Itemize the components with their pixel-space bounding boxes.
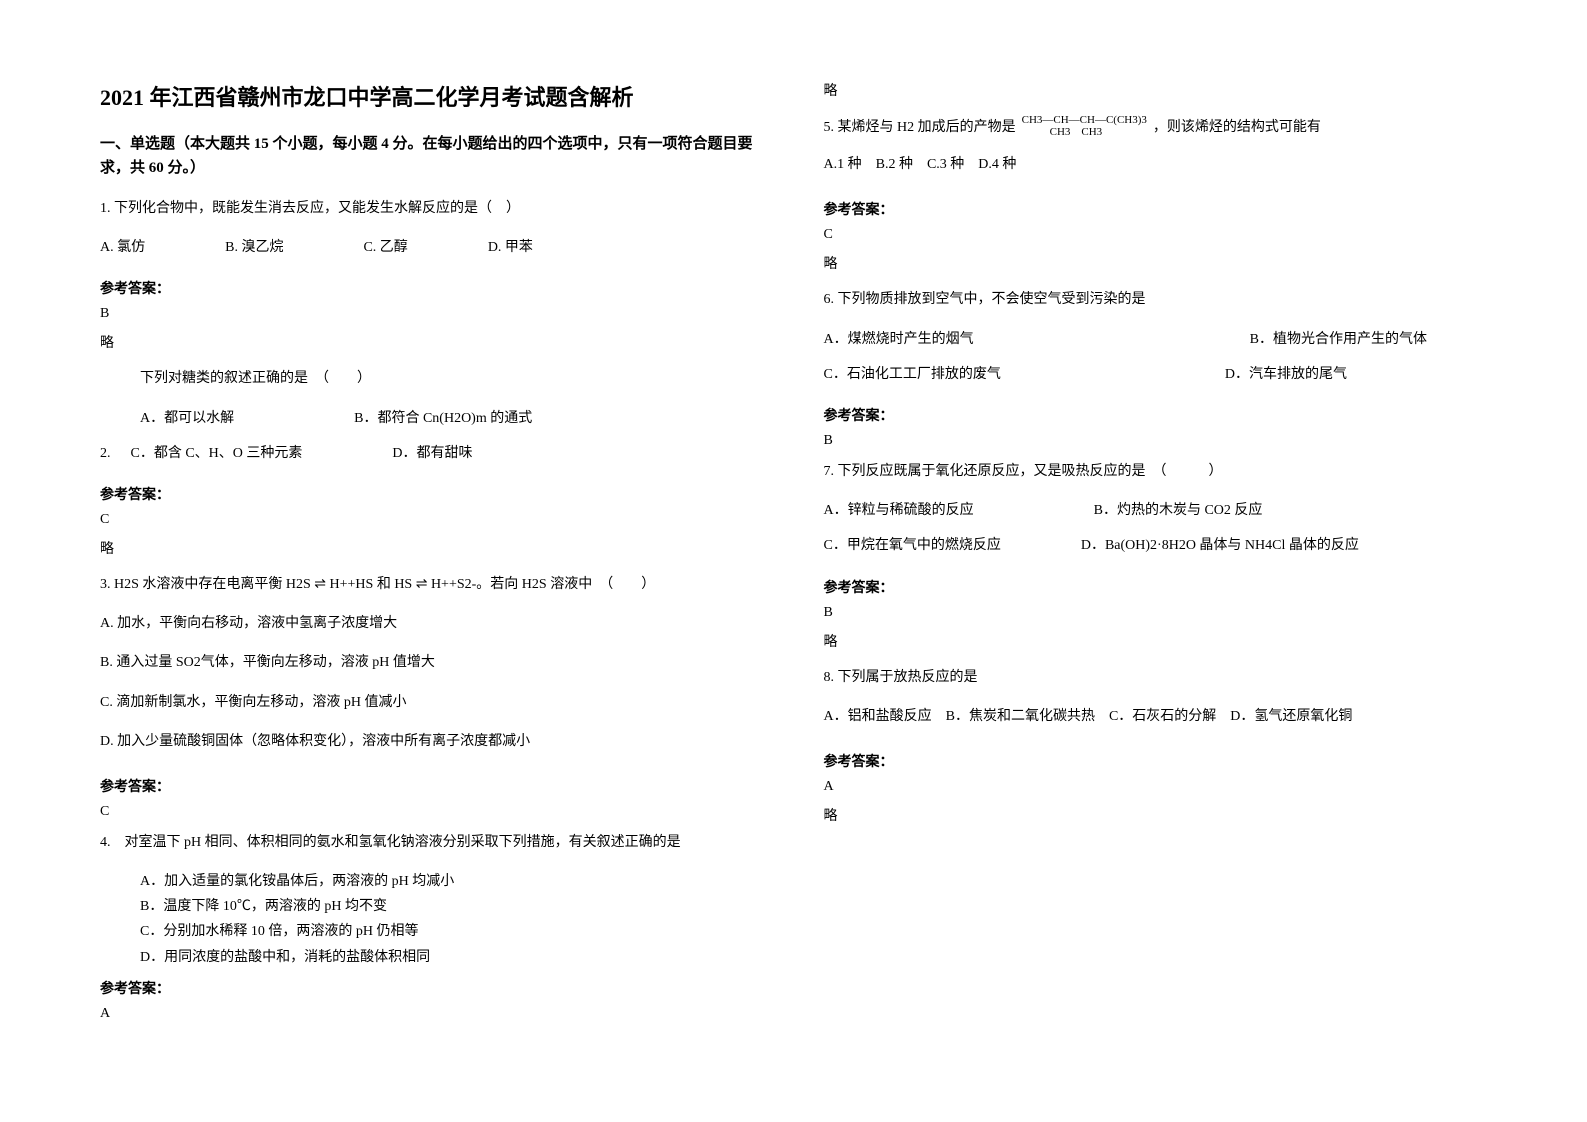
q2-intro: 下列对糖类的叙述正确的是 （ ） xyxy=(140,366,764,391)
q6-stem: 6. 下列物质排放到空气中，不会使空气受到污染的是 xyxy=(824,287,1488,312)
q5-formula-top: CH3—CH—CH—C(CH3)3 xyxy=(1022,114,1147,126)
q5-options: A.1 种 B.2 种 C.3 种 D.4 种 xyxy=(824,152,1488,177)
q1-optB: B. 溴乙烷 xyxy=(225,235,283,260)
q7-optB: B．灼热的木炭与 CO2 反应 xyxy=(1094,498,1263,523)
q4-optD: D．用同浓度的盐酸中和，消耗的盐酸体积相同 xyxy=(100,945,764,970)
q1-optA: A. 氯仿 xyxy=(100,235,145,260)
q3-optC: C. 滴加新制氯水，平衡向左移动，溶液 pH 值减小 xyxy=(100,690,764,715)
q4-stem: 4. 对室温下 pH 相同、体积相同的氨水和氢氧化钠溶液分别采取下列措施，有关叙… xyxy=(100,830,764,855)
q6-row2: C．石油化工工厂排放的废气 D．汽车排放的尾气 xyxy=(824,362,1488,387)
q2-optD: D．都有甜味 xyxy=(392,441,472,466)
q4-optB: B．温度下降 10℃，两溶液的 pH 均不变 xyxy=(100,894,764,919)
q2-options-row1: A．都可以水解 B．都符合 Cn(H2O)m 的通式 xyxy=(140,406,764,431)
q5-formula: CH3—CH—CH—C(CH3)3 CH3 CH3 xyxy=(1022,114,1147,138)
q6-optB: B．植物光合作用产生的气体 xyxy=(1250,327,1427,352)
q6-answer-label: 参考答案： xyxy=(824,405,1488,425)
q8-stem: 8. 下列属于放热反应的是 xyxy=(824,665,1488,690)
q2-optB: B．都符合 Cn(H2O)m 的通式 xyxy=(354,406,532,431)
q7-note: 略 xyxy=(824,631,1488,651)
q4-answer-label: 参考答案： xyxy=(100,978,764,998)
q4-optA: A．加入适量的氯化铵晶体后，两溶液的 pH 均减小 xyxy=(100,869,764,894)
q4-note: 略 xyxy=(824,80,1488,100)
right-column: 略 5. 某烯烃与 H2 加成后的产物是 CH3—CH—CH—C(CH3)3 C… xyxy=(824,80,1488,1082)
q1-options: A. 氯仿 B. 溴乙烷 C. 乙醇 D. 甲苯 xyxy=(100,235,764,260)
q8-note: 略 xyxy=(824,805,1488,825)
q3-optD: D. 加入少量硫酸铜固体（忽略体积变化），溶液中所有离子浓度都减小 xyxy=(100,729,764,754)
q8-answer-label: 参考答案： xyxy=(824,751,1488,771)
q7-answer-label: 参考答案： xyxy=(824,577,1488,597)
q5-stem: 5. 某烯烃与 H2 加成后的产物是 CH3—CH—CH—C(CH3)3 CH3… xyxy=(824,114,1488,138)
q1-optC: C. 乙醇 xyxy=(363,235,407,260)
q7-optA: A．锌粒与稀硫酸的反应 xyxy=(824,498,974,523)
q2-answer: C xyxy=(100,512,764,528)
q8-answer: A xyxy=(824,779,1488,795)
q3-optB: B. 通入过量 SO2气体，平衡向左移动，溶液 pH 值增大 xyxy=(100,650,764,675)
q8-options: A．铝和盐酸反应 B．焦炭和二氧化碳共热 C．石灰石的分解 D．氢气还原氧化铜 xyxy=(824,704,1488,729)
q2-block: 下列对糖类的叙述正确的是 （ ） A．都可以水解 B．都符合 Cn(H2O)m … xyxy=(100,366,764,440)
q2-optA: A．都可以水解 xyxy=(140,406,234,431)
q7-optD: D．Ba(OH)2·8H2O 晶体与 NH4Cl 晶体的反应 xyxy=(1081,533,1359,558)
left-column: 2021 年江西省赣州市龙口中学高二化学月考试题含解析 一、单选题（本大题共 1… xyxy=(100,80,764,1082)
q3-stem: 3. H2S 水溶液中存在电离平衡 H2S ⇌ H++HS 和 HS ⇌ H++… xyxy=(100,572,764,597)
q3-answer-label: 参考答案： xyxy=(100,776,764,796)
q7-optC: C．甲烷在氧气中的燃烧反应 xyxy=(824,533,1001,558)
q1-optD: D. 甲苯 xyxy=(488,235,533,260)
q5-suffix: ，则该烯烃的结构式可能有 xyxy=(1153,116,1321,136)
q7-row2: C．甲烷在氧气中的燃烧反应 D．Ba(OH)2·8H2O 晶体与 NH4Cl 晶… xyxy=(824,533,1488,558)
q1-answer: B xyxy=(100,306,764,322)
q1-note: 略 xyxy=(100,332,764,352)
q2-note: 略 xyxy=(100,538,764,558)
q3-optA: A. 加水，平衡向右移动，溶液中氢离子浓度增大 xyxy=(100,611,764,636)
q5-note: 略 xyxy=(824,253,1488,273)
q3-answer: C xyxy=(100,804,764,820)
q1-answer-label: 参考答案： xyxy=(100,278,764,298)
q7-stem: 7. 下列反应既属于氧化还原反应，又是吸热反应的是 （ ） xyxy=(824,459,1488,484)
q2-optC: C．都含 C、H、O 三种元素 xyxy=(131,441,303,466)
q5-formula-bot: CH3 CH3 xyxy=(1022,126,1147,138)
q6-row1: A．煤燃烧时产生的烟气 B．植物光合作用产生的气体 xyxy=(824,327,1488,352)
q4-optC: C．分别加水稀释 10 倍，两溶液的 pH 仍相等 xyxy=(100,919,764,944)
page-title: 2021 年江西省赣州市龙口中学高二化学月考试题含解析 xyxy=(100,80,764,112)
q1-stem: 1. 下列化合物中，既能发生消去反应，又能发生水解反应的是（ ） xyxy=(100,196,764,221)
q7-answer: B xyxy=(824,605,1488,621)
q5-answer: C xyxy=(824,227,1488,243)
q6-optD: D．汽车排放的尾气 xyxy=(1225,362,1347,387)
q2-options-row2: 2. C．都含 C、H、O 三种元素 D．都有甜味 xyxy=(100,441,764,466)
q6-optA: A．煤燃烧时产生的烟气 xyxy=(824,327,974,352)
section-header: 一、单选题（本大题共 15 个小题，每小题 4 分。在每小题给出的四个选项中，只… xyxy=(100,132,764,180)
q7-row1: A．锌粒与稀硫酸的反应 B．灼热的木炭与 CO2 反应 xyxy=(824,498,1488,523)
q6-optC: C．石油化工工厂排放的废气 xyxy=(824,362,1001,387)
q5-answer-label: 参考答案： xyxy=(824,199,1488,219)
q6-answer: B xyxy=(824,433,1488,449)
q2-answer-label: 参考答案： xyxy=(100,484,764,504)
q2-num: 2. xyxy=(100,441,111,466)
q5-prefix: 5. 某烯烃与 H2 加成后的产物是 xyxy=(824,116,1016,136)
q4-answer: A xyxy=(100,1006,764,1022)
